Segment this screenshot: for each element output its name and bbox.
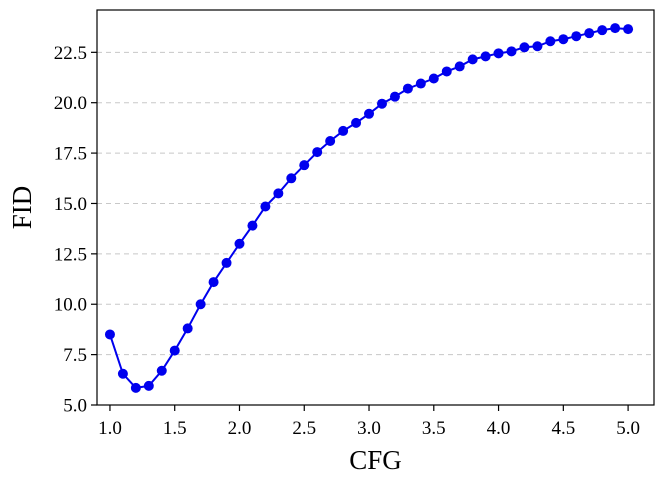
series-line xyxy=(109,27,629,389)
grid-layer xyxy=(97,51,654,406)
data-point xyxy=(519,42,530,53)
data-point xyxy=(260,201,271,212)
x-tick-label: 3.5 xyxy=(422,418,446,439)
data-point xyxy=(182,323,193,334)
x-tick-label: 4.5 xyxy=(551,418,575,439)
data-point xyxy=(312,147,323,158)
data-point xyxy=(389,91,400,102)
series-layer xyxy=(104,23,634,393)
data-point xyxy=(376,98,387,109)
y-tick-label: 17.5 xyxy=(54,144,87,165)
x-tick-label: 1.5 xyxy=(163,418,187,439)
y-tick-label: 5.0 xyxy=(63,396,87,417)
tick-layer: 5.0 7.5 10.0 12.5 15.0 17.5 20.0 22.5 1.0 1.5 2.0 2… xyxy=(54,43,640,439)
data-point xyxy=(221,257,232,268)
data-point xyxy=(208,277,219,288)
data-point xyxy=(558,34,569,45)
y-tick-label: 20.0 xyxy=(54,93,87,114)
data-point xyxy=(104,329,115,340)
data-point xyxy=(454,61,465,72)
data-point xyxy=(545,36,556,47)
data-point xyxy=(415,78,426,89)
data-point xyxy=(623,24,634,35)
x-tick-label: 4.0 xyxy=(487,418,511,439)
y-tick-label: 12.5 xyxy=(54,244,87,265)
y-tick-label: 15.0 xyxy=(54,194,87,215)
data-point xyxy=(234,238,245,249)
data-point xyxy=(571,31,582,42)
data-point xyxy=(338,125,349,136)
data-point xyxy=(532,41,543,52)
data-point xyxy=(364,108,375,119)
data-point xyxy=(130,382,141,393)
plot-frame xyxy=(96,9,655,406)
data-point xyxy=(156,365,167,376)
data-point xyxy=(117,368,128,379)
x-tick-label: 1.0 xyxy=(98,418,122,439)
data-point xyxy=(169,345,180,356)
data-point xyxy=(428,73,439,84)
data-point xyxy=(402,83,413,94)
data-point xyxy=(273,188,284,199)
y-tick-label: 7.5 xyxy=(63,345,87,366)
data-point xyxy=(506,46,517,57)
data-point xyxy=(584,28,595,39)
x-axis-label: CFG xyxy=(349,445,402,475)
data-point xyxy=(610,23,621,34)
data-point xyxy=(467,54,478,65)
data-point xyxy=(247,220,258,231)
x-tick-label: 3.0 xyxy=(357,418,381,439)
y-tick-label: 22.5 xyxy=(54,43,87,64)
data-point xyxy=(480,51,491,62)
data-point xyxy=(441,66,452,77)
data-point xyxy=(299,160,310,171)
x-tick-label: 2.5 xyxy=(292,418,316,439)
y-axis-label: FID xyxy=(7,186,37,230)
data-point xyxy=(143,380,154,391)
data-point xyxy=(325,135,336,146)
x-tick-label: 2.0 xyxy=(228,418,252,439)
data-point xyxy=(195,299,206,310)
data-point xyxy=(286,173,297,184)
data-point xyxy=(597,25,608,36)
data-point xyxy=(351,117,362,128)
x-tick-label: 5.0 xyxy=(616,418,640,439)
y-tick-label: 10.0 xyxy=(54,295,87,316)
data-point xyxy=(493,48,504,59)
